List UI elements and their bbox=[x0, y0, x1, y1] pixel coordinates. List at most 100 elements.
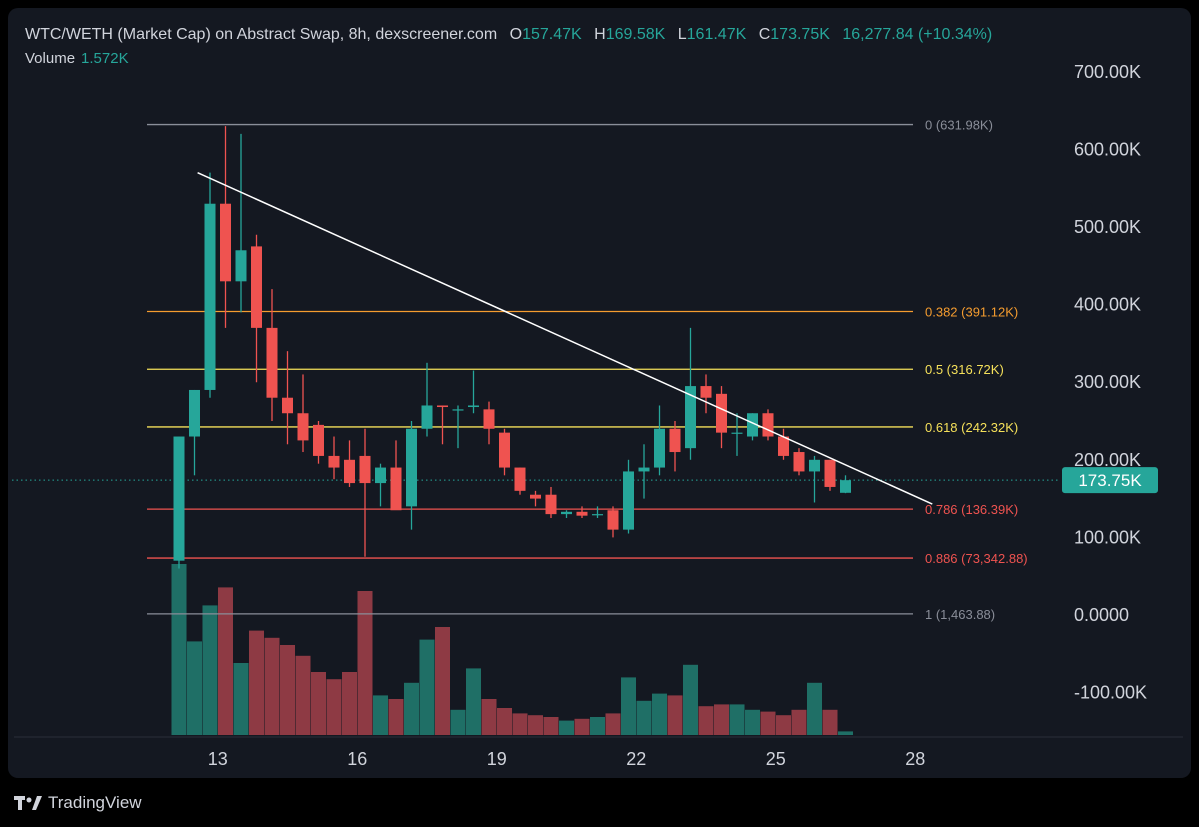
trendline bbox=[197, 171, 933, 505]
volume-bar bbox=[326, 679, 342, 735]
volume-bar bbox=[435, 627, 450, 735]
volume-bar bbox=[636, 700, 652, 735]
volume-bar bbox=[264, 637, 280, 735]
fib-level-label: 0 (631.98K) bbox=[925, 118, 993, 133]
candle-body bbox=[778, 436, 789, 456]
volume-bar bbox=[249, 630, 264, 735]
y-tick-label: 300.00K bbox=[1074, 372, 1141, 392]
volume-bar bbox=[528, 715, 543, 735]
candle-body bbox=[592, 514, 603, 516]
candle-body bbox=[747, 413, 758, 437]
volume-bar bbox=[683, 664, 698, 735]
candle-body bbox=[204, 203, 216, 390]
y-tick-label: 500.00K bbox=[1074, 217, 1141, 237]
y-tick-label: 100.00K bbox=[1074, 527, 1141, 547]
volume-bar bbox=[652, 693, 667, 735]
volume-bar bbox=[776, 715, 791, 735]
y-tick-label: 200.00K bbox=[1074, 450, 1141, 470]
x-tick-label: 19 bbox=[487, 749, 507, 769]
close-label: C bbox=[758, 26, 771, 43]
volume-bar bbox=[388, 699, 404, 735]
candle-body bbox=[514, 467, 526, 491]
candle-body bbox=[468, 405, 479, 408]
volume-bar bbox=[621, 677, 636, 735]
volume-bar bbox=[745, 709, 760, 735]
volume-bar bbox=[466, 668, 481, 735]
volume-bar bbox=[714, 704, 729, 735]
candle-body bbox=[762, 413, 774, 437]
volume-bar bbox=[512, 713, 528, 735]
volume-bar bbox=[838, 731, 853, 735]
candle-body bbox=[266, 327, 278, 398]
y-tick-label: 400.00K bbox=[1074, 295, 1141, 315]
y-tick-label: 0.0000 bbox=[1074, 605, 1129, 625]
volume-bar bbox=[218, 587, 233, 735]
candle-body bbox=[731, 432, 743, 434]
volume-bar bbox=[171, 564, 187, 735]
volume-bar bbox=[807, 682, 822, 735]
candle-body bbox=[576, 511, 588, 516]
candle-body bbox=[297, 413, 309, 441]
volume-bar bbox=[497, 708, 512, 735]
open-value: 157.47K bbox=[522, 26, 582, 43]
volume-bar bbox=[590, 717, 605, 735]
symbol-title[interactable]: WTC/WETH (Market Cap) on Abstract Swap, … bbox=[25, 26, 498, 43]
candle-body bbox=[793, 452, 805, 472]
volume-bar bbox=[233, 663, 249, 735]
x-tick-label: 25 bbox=[766, 749, 786, 769]
x-tick-label: 16 bbox=[347, 749, 367, 769]
volume-legend: Volume 1.572K bbox=[25, 50, 129, 67]
candle-body bbox=[561, 511, 572, 515]
candle-body bbox=[607, 510, 619, 530]
fib-level-label: 0.886 (73,342.88) bbox=[925, 551, 1028, 566]
brand-name: TradingView bbox=[48, 793, 142, 812]
volume-bar bbox=[280, 645, 295, 735]
tradingview-logo-icon bbox=[14, 795, 42, 811]
volume-bar bbox=[481, 699, 497, 735]
fib-level-label: 0.618 (242.32K) bbox=[925, 420, 1018, 435]
candle-body bbox=[685, 386, 696, 449]
candle-body bbox=[313, 424, 324, 456]
volume-bar bbox=[822, 709, 838, 735]
volume-bar bbox=[574, 718, 590, 735]
change-value: 16,277.84 (+10.34%) bbox=[842, 26, 993, 43]
candle-body bbox=[716, 393, 727, 433]
candle-body bbox=[406, 428, 417, 507]
volume-bar bbox=[760, 711, 776, 735]
high-value: 169.58K bbox=[605, 26, 666, 43]
volume-bar bbox=[729, 704, 745, 735]
candle-body bbox=[654, 428, 665, 468]
candle-body bbox=[220, 203, 231, 282]
high-label: H bbox=[594, 26, 606, 43]
x-tick-label: 13 bbox=[208, 749, 228, 769]
candle-body bbox=[530, 494, 541, 499]
volume-bar bbox=[559, 720, 574, 735]
candle-body bbox=[499, 432, 510, 468]
last-price-tag bbox=[1062, 467, 1158, 494]
candle-body bbox=[452, 409, 464, 411]
volume-bar bbox=[404, 682, 419, 735]
volume-bar bbox=[667, 695, 683, 735]
candle-body bbox=[437, 405, 448, 408]
candle-body bbox=[390, 467, 402, 511]
volume-bar bbox=[605, 713, 621, 735]
volume-label[interactable]: Volume bbox=[25, 50, 76, 67]
volume-bar bbox=[202, 605, 218, 735]
fib-level-label: 1 (1,463.88) bbox=[925, 607, 995, 622]
y-tick-label: 600.00K bbox=[1074, 139, 1141, 159]
volume-bar bbox=[187, 641, 202, 735]
footer-brand[interactable]: TradingView bbox=[14, 793, 142, 813]
candle-body bbox=[700, 386, 712, 398]
volume-bar bbox=[311, 672, 326, 735]
candle-body bbox=[375, 467, 386, 484]
x-tick-label: 22 bbox=[626, 749, 646, 769]
candle-body bbox=[623, 471, 634, 530]
low-value: 161.47K bbox=[686, 26, 747, 43]
candle-body bbox=[173, 436, 185, 561]
candle-body bbox=[359, 455, 371, 484]
volume-bar bbox=[357, 591, 373, 735]
x-tick-label: 28 bbox=[905, 749, 925, 769]
volume-bar bbox=[450, 709, 466, 735]
candle-body bbox=[840, 480, 851, 493]
